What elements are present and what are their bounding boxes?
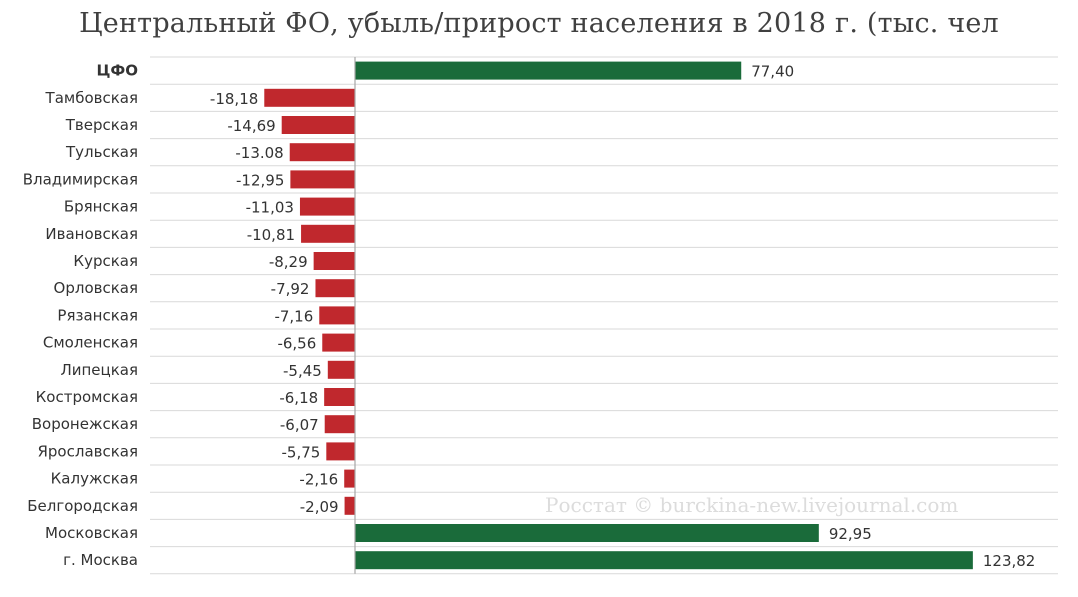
value-label: 77,40 — [751, 63, 794, 81]
chart-title: Центральный ФО, убыль/прирост населения … — [79, 8, 999, 39]
category-label: Ивановская — [45, 225, 138, 243]
category-label: Тверская — [65, 116, 138, 134]
value-label: 92,95 — [829, 525, 872, 543]
category-label: Орловская — [54, 279, 138, 297]
value-label: 123,82 — [983, 552, 1036, 570]
category-label: Смоленская — [43, 334, 138, 352]
bar — [313, 252, 355, 270]
bar — [281, 116, 355, 134]
bar — [264, 88, 355, 107]
bar — [322, 333, 355, 352]
value-label: -10,81 — [247, 226, 295, 244]
value-label: -7,16 — [274, 307, 313, 325]
category-label: Московская — [45, 524, 138, 542]
category-label: Тамбовская — [45, 89, 138, 107]
category-label: Костромская — [36, 388, 138, 406]
bar — [355, 524, 819, 542]
bar — [326, 442, 355, 461]
bar — [344, 469, 355, 488]
category-label: Брянская — [64, 198, 138, 216]
bar — [290, 170, 355, 189]
value-label: -18,18 — [210, 90, 258, 108]
category-label: г. Москва — [63, 551, 138, 569]
category-label: Владимирская — [23, 170, 138, 188]
category-label: Курская — [73, 252, 138, 270]
category-label: Липецкая — [60, 361, 138, 379]
category-label: ЦФО — [96, 62, 138, 80]
value-label: -11,03 — [246, 199, 294, 217]
value-label: -2,09 — [300, 498, 339, 516]
category-label: Ярославская — [37, 442, 138, 460]
value-label: -8,29 — [269, 253, 308, 271]
value-label: -13.08 — [235, 144, 283, 162]
bar — [315, 279, 355, 298]
category-label: Рязанская — [57, 306, 138, 324]
bar — [327, 360, 355, 379]
category-label: Белгородская — [27, 497, 138, 515]
bar — [299, 197, 355, 216]
value-label: -6,07 — [280, 416, 319, 434]
bar — [344, 496, 355, 515]
value-label: -5,45 — [283, 362, 322, 380]
value-label: -12,95 — [236, 171, 284, 189]
bar — [355, 61, 742, 80]
value-label: -14,69 — [227, 117, 275, 135]
bar — [319, 306, 355, 325]
bar — [324, 388, 355, 406]
value-label: -6,18 — [279, 389, 318, 407]
value-label: -7,92 — [271, 280, 310, 298]
bar — [324, 415, 355, 434]
category-label: Воронежская — [32, 415, 138, 433]
bar — [355, 551, 973, 570]
category-label: Калужская — [51, 470, 138, 488]
bar — [301, 224, 355, 243]
value-label: -5,75 — [281, 443, 320, 461]
category-label: Тульская — [65, 143, 138, 161]
watermark-text: Росстат © burckina-new.livejournal.com — [545, 493, 958, 517]
bar — [289, 143, 355, 162]
value-label: -2,16 — [299, 471, 338, 489]
value-label: -6,56 — [277, 335, 316, 353]
